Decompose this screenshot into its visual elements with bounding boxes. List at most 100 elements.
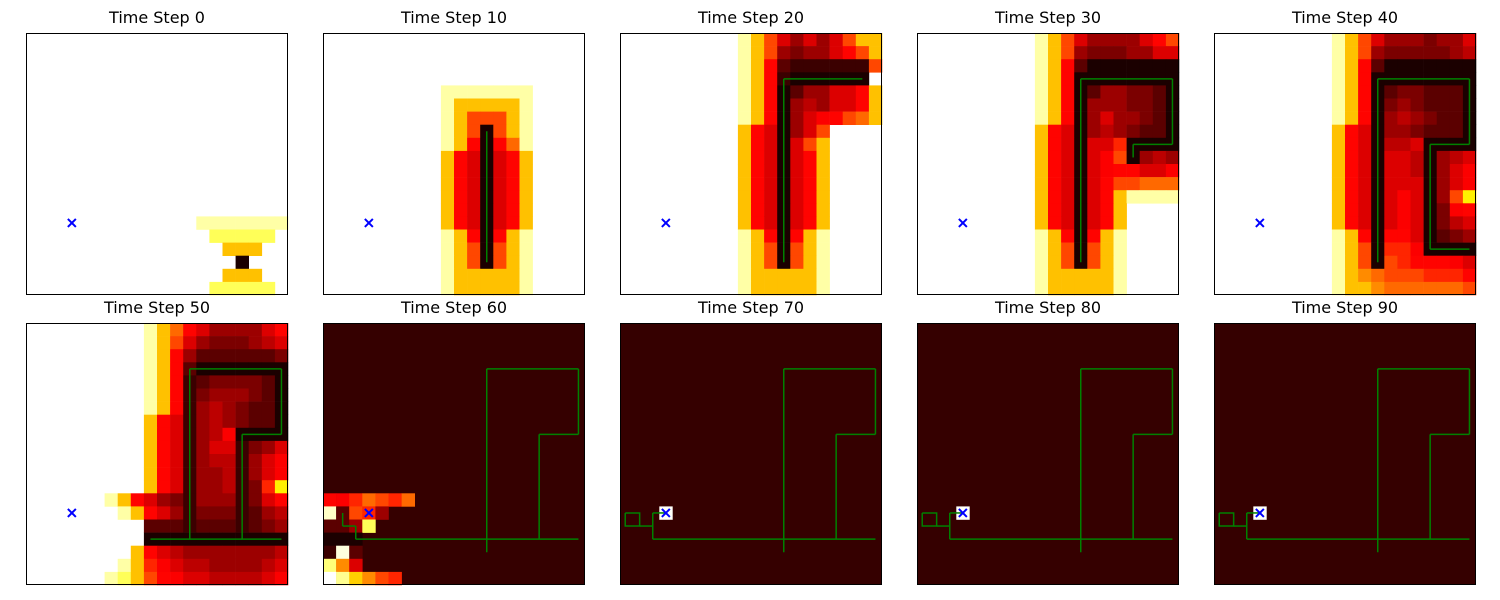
heatmap-cell	[1061, 124, 1075, 139]
heatmap-cell	[1152, 33, 1167, 47]
heatmap-cell	[1139, 98, 1154, 112]
heatmap-cell	[261, 493, 276, 507]
heatmap-cell	[1345, 33, 1359, 47]
heatmap-cell	[1436, 177, 1451, 191]
heatmap-cell	[362, 519, 376, 533]
heatmap-cell	[1074, 46, 1088, 60]
heatmap-cell	[1462, 242, 1477, 256]
heatmap-cell	[440, 203, 455, 217]
heatmap-cell	[1126, 85, 1140, 99]
heatmap-cell	[454, 164, 468, 178]
heatmap-cell	[1449, 190, 1464, 204]
heatmap-cell	[751, 255, 765, 270]
heatmap-cell	[1410, 164, 1424, 178]
heatmap-cell	[323, 532, 337, 546]
heatmap-cell	[209, 493, 223, 507]
heatmap-cell	[440, 177, 455, 191]
heatmap-cell	[803, 137, 817, 152]
heatmap-cell	[467, 164, 481, 178]
heatmap-cell	[751, 281, 765, 296]
heatmap-cell	[1384, 111, 1398, 125]
heatmap-cell	[1462, 216, 1477, 230]
heatmap-cell	[1331, 203, 1346, 217]
heatmap-cell	[1423, 268, 1437, 283]
heatmap-cell	[157, 375, 171, 389]
heatmap-cell	[209, 388, 223, 402]
heatmap-cell	[1100, 85, 1114, 99]
heatmap-cell	[1345, 177, 1359, 191]
heatmap-grid	[620, 33, 883, 296]
target-marker	[67, 508, 77, 518]
heatmap-cell	[1397, 85, 1411, 99]
heatmap-cell	[1384, 177, 1398, 191]
heatmap-cell	[1436, 46, 1451, 60]
heatmap-cell	[1462, 281, 1477, 296]
heatmap-cell	[157, 362, 171, 376]
heatmap-cell	[1034, 59, 1049, 73]
heatmap-cell	[1436, 268, 1451, 283]
heatmap-cell	[1345, 59, 1359, 73]
heatmap-cell	[1034, 242, 1049, 256]
heatmap-cell	[143, 427, 158, 442]
heatmap-cell	[1423, 255, 1437, 270]
heatmap-cell	[196, 519, 210, 533]
heatmap-cell	[1074, 255, 1088, 270]
heatmap-cell	[196, 506, 210, 520]
heatmap-cell	[1384, 150, 1398, 165]
heatmap-cell	[1397, 137, 1411, 152]
heatmap-cell	[375, 493, 389, 507]
heatmap-cell	[467, 216, 481, 230]
heatmap-cell	[751, 242, 765, 256]
heatmap-cell	[1462, 255, 1477, 270]
heatmap-cell	[1410, 33, 1424, 47]
axes-frame	[1214, 33, 1476, 295]
heatmap-grid	[26, 323, 289, 586]
heatmap-cell	[349, 506, 363, 520]
heatmap-cell	[143, 362, 158, 376]
heatmap-cell	[1126, 124, 1140, 139]
panel-title: Time Step 20	[697, 8, 805, 27]
heatmap-cell	[209, 467, 223, 481]
heatmap-grid	[1214, 323, 1476, 585]
heatmap-cell	[1462, 229, 1477, 243]
heatmap-cell	[1331, 229, 1346, 243]
heatmap-cell	[454, 150, 468, 165]
heatmap-cell	[1061, 268, 1075, 283]
heatmap-cell	[1061, 46, 1075, 60]
heatmap-cell	[222, 242, 236, 256]
heatmap-cell	[1384, 164, 1398, 178]
heatmap-cell	[1397, 150, 1411, 165]
heatmap-cell	[1423, 33, 1437, 47]
heatmap-cell	[1034, 229, 1049, 243]
heatmap-cell	[842, 33, 857, 47]
heatmap-cell	[1113, 111, 1127, 125]
heatmap-cell	[519, 268, 533, 283]
heatmap-cell	[1358, 124, 1372, 139]
heatmap-cell	[170, 362, 184, 376]
heatmap-cell	[1061, 111, 1075, 125]
heatmap-cell	[1100, 242, 1114, 256]
heatmap-cell	[261, 440, 276, 455]
heatmap-cell	[274, 532, 289, 546]
heatmap-cell	[1358, 203, 1372, 217]
heatmap-cell	[493, 137, 507, 152]
heatmap-cell	[737, 46, 752, 60]
heatmap-cell	[1113, 98, 1127, 112]
heatmap-cell	[1113, 150, 1127, 165]
heatmap-cell	[790, 281, 804, 296]
heatmap-cell	[157, 440, 171, 455]
heatmap-cell	[1113, 177, 1127, 191]
heatmap-cell	[1165, 137, 1180, 152]
heatmap-cell	[506, 255, 520, 270]
heatmap-cell	[1397, 124, 1411, 139]
heatmap-cell	[777, 255, 791, 270]
heatmap-cell	[829, 59, 843, 73]
heatmap-cell	[506, 281, 520, 296]
heatmap-background	[620, 323, 882, 585]
heatmap-cell	[261, 281, 276, 296]
heatmap-cell	[261, 216, 276, 230]
heatmap-cell	[751, 33, 765, 47]
heatmap-cell	[1087, 46, 1101, 60]
heatmap-cell	[157, 480, 171, 494]
heatmap-cell	[196, 401, 210, 415]
